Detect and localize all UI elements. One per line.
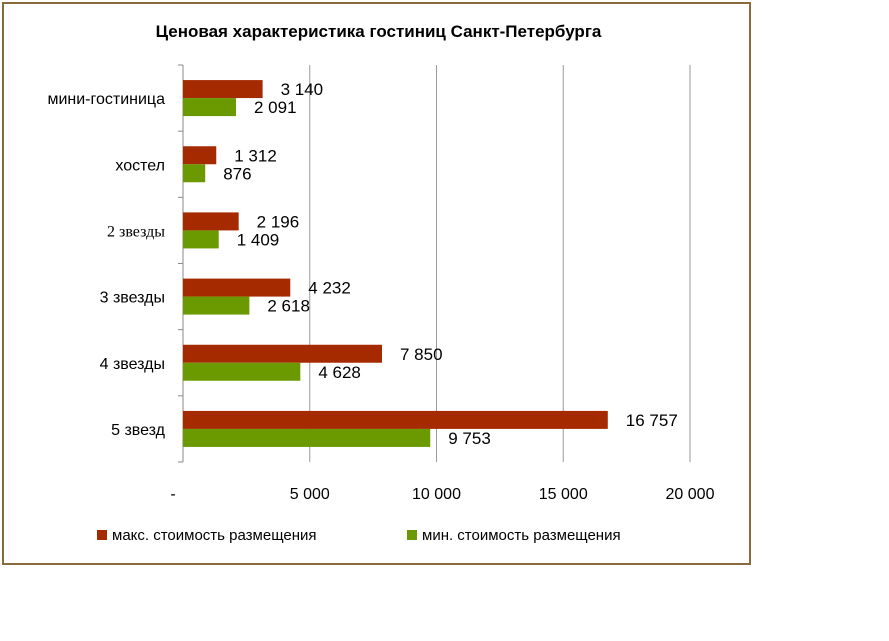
data-label: 1 409 [237,230,280,249]
category-label: 2 звезды [107,223,165,240]
bar-max [183,146,217,165]
bar-min [183,164,206,183]
bar-max [183,212,239,231]
data-label: 2 618 [267,297,310,316]
legend-swatch [97,530,107,540]
data-label: 7 850 [400,345,443,364]
data-label: 16 757 [626,411,678,430]
data-label: 4 232 [308,279,351,298]
category-label: хостел [115,157,165,174]
legend-label: макс. стоимость размещения [112,527,317,544]
category-label: 3 звезды [100,290,165,307]
data-label: 3 140 [281,80,324,99]
x-tick-label: - [170,486,175,503]
bar-min [183,230,219,249]
x-tick-label: 20 000 [666,486,715,503]
data-label: 2 091 [254,98,297,117]
legend-swatch [407,530,417,540]
data-label: 876 [223,164,251,183]
chart-plot: - 5 000 10 000 15 000 20 000 мини-гостиница 3 … [47,64,715,544]
legend-label: мин. стоимость размещения [422,527,621,544]
bar-max [183,278,291,297]
data-label: 9 753 [448,429,491,448]
data-label: 2 196 [257,212,300,231]
bar-max [183,80,263,99]
x-tick-label: 15 000 [539,486,588,503]
bar-min [183,428,431,447]
chart-title: Ценовая характеристика гостиниц Санкт-Пе… [155,22,602,41]
category-label: мини-гостиница [47,91,165,108]
data-label: 4 628 [318,363,361,382]
category-label: 4 звезды [100,356,165,373]
x-tick-label: 5 000 [290,486,330,503]
bar-min [183,362,301,381]
data-label: 1 312 [234,146,277,165]
bar-min [183,296,250,315]
bar-max [183,344,382,363]
chart-frame: Ценовая характеристика гостиниц Санкт-Пе… [2,2,751,565]
x-tick-label: 10 000 [412,486,461,503]
bar-min [183,98,237,117]
bar-max [183,410,608,429]
category-label: 5 звезд [111,422,166,439]
